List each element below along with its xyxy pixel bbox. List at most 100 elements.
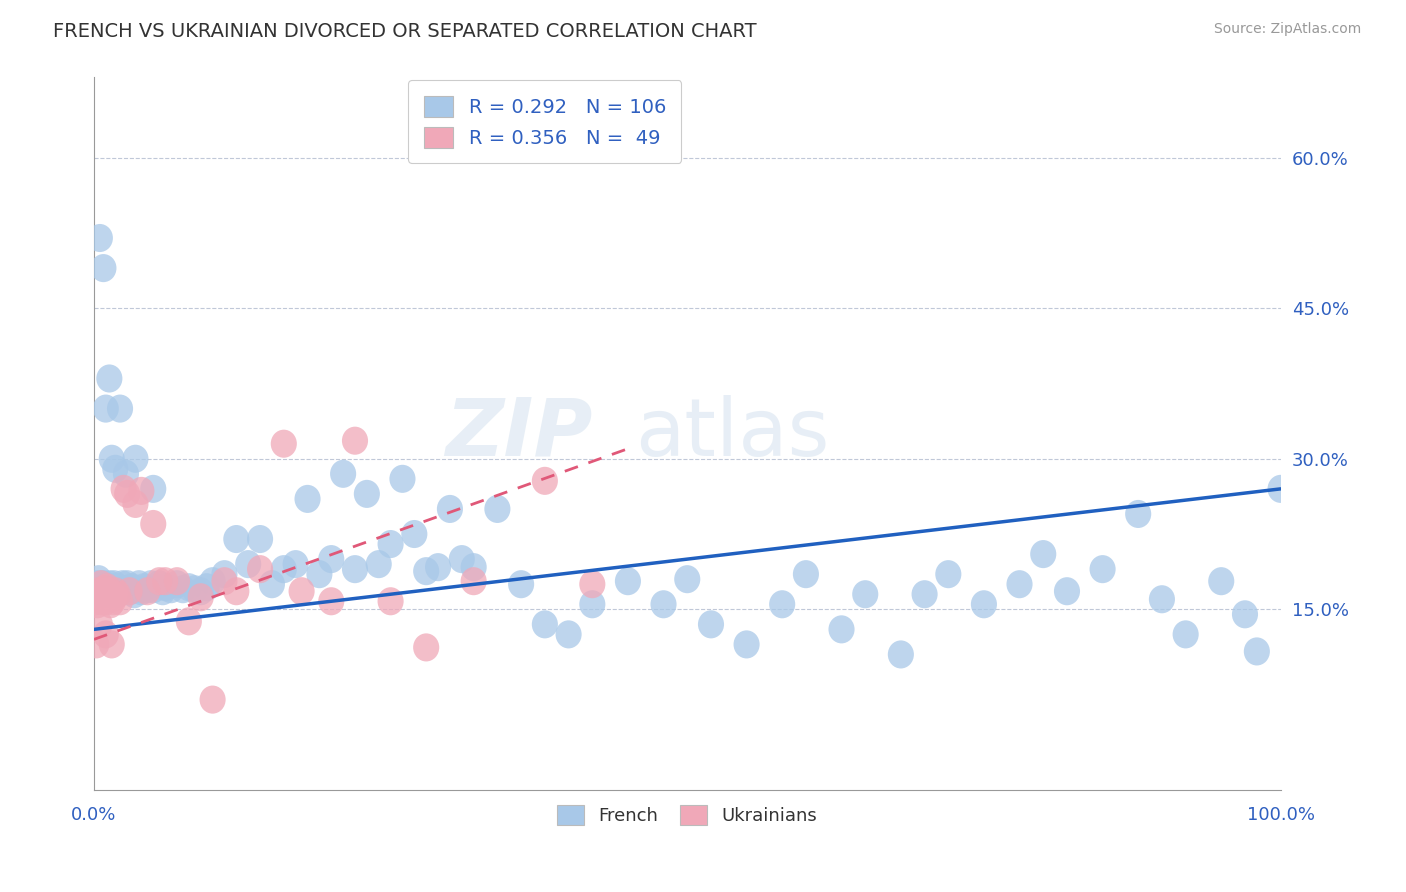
Ellipse shape <box>935 560 962 588</box>
Ellipse shape <box>1125 500 1152 528</box>
Ellipse shape <box>103 455 128 483</box>
Ellipse shape <box>437 495 463 523</box>
Ellipse shape <box>675 566 700 593</box>
Ellipse shape <box>124 575 149 603</box>
Ellipse shape <box>146 570 173 599</box>
Ellipse shape <box>90 254 117 282</box>
Ellipse shape <box>94 574 120 601</box>
Ellipse shape <box>247 555 273 583</box>
Ellipse shape <box>449 545 475 574</box>
Ellipse shape <box>120 574 145 601</box>
Ellipse shape <box>104 580 129 608</box>
Ellipse shape <box>104 574 131 601</box>
Ellipse shape <box>96 570 122 599</box>
Ellipse shape <box>1090 555 1115 583</box>
Ellipse shape <box>531 467 558 495</box>
Ellipse shape <box>1054 577 1080 606</box>
Ellipse shape <box>211 560 238 588</box>
Ellipse shape <box>135 577 160 606</box>
Ellipse shape <box>1007 570 1032 599</box>
Ellipse shape <box>87 585 112 614</box>
Ellipse shape <box>259 570 285 599</box>
Ellipse shape <box>87 224 112 252</box>
Ellipse shape <box>96 583 121 611</box>
Ellipse shape <box>89 570 114 599</box>
Ellipse shape <box>1232 600 1258 628</box>
Ellipse shape <box>141 510 166 538</box>
Ellipse shape <box>224 525 249 553</box>
Ellipse shape <box>401 520 427 548</box>
Ellipse shape <box>111 575 138 603</box>
Ellipse shape <box>100 587 127 615</box>
Ellipse shape <box>579 570 606 599</box>
Ellipse shape <box>127 570 152 599</box>
Ellipse shape <box>200 567 225 595</box>
Legend: French, Ukrainians: French, Ukrainians <box>548 797 827 834</box>
Ellipse shape <box>200 686 225 714</box>
Ellipse shape <box>1268 475 1294 503</box>
Ellipse shape <box>211 567 238 595</box>
Ellipse shape <box>107 394 134 423</box>
Ellipse shape <box>91 575 118 603</box>
Ellipse shape <box>97 591 124 618</box>
Ellipse shape <box>651 591 676 618</box>
Ellipse shape <box>378 530 404 558</box>
Ellipse shape <box>114 570 141 599</box>
Ellipse shape <box>93 587 120 615</box>
Ellipse shape <box>122 490 149 518</box>
Ellipse shape <box>1149 585 1175 614</box>
Ellipse shape <box>152 574 179 601</box>
Ellipse shape <box>89 570 114 599</box>
Ellipse shape <box>93 577 120 606</box>
Ellipse shape <box>86 577 111 606</box>
Ellipse shape <box>135 575 160 603</box>
Ellipse shape <box>90 580 117 608</box>
Ellipse shape <box>82 587 108 615</box>
Ellipse shape <box>117 577 142 606</box>
Ellipse shape <box>294 485 321 513</box>
Ellipse shape <box>96 577 121 606</box>
Ellipse shape <box>911 580 938 608</box>
Ellipse shape <box>149 577 176 606</box>
Ellipse shape <box>307 560 332 588</box>
Ellipse shape <box>318 587 344 615</box>
Ellipse shape <box>283 550 309 578</box>
Ellipse shape <box>146 567 173 595</box>
Ellipse shape <box>413 633 439 662</box>
Ellipse shape <box>366 550 392 578</box>
Ellipse shape <box>555 620 582 648</box>
Ellipse shape <box>354 480 380 508</box>
Ellipse shape <box>1244 638 1270 665</box>
Ellipse shape <box>531 610 558 639</box>
Ellipse shape <box>288 577 315 606</box>
Ellipse shape <box>484 495 510 523</box>
Ellipse shape <box>87 575 112 603</box>
Ellipse shape <box>96 577 122 606</box>
Ellipse shape <box>94 574 120 601</box>
Ellipse shape <box>111 475 136 503</box>
Ellipse shape <box>181 575 208 603</box>
Ellipse shape <box>734 631 759 658</box>
Ellipse shape <box>152 567 179 595</box>
Ellipse shape <box>378 587 404 615</box>
Ellipse shape <box>318 545 344 574</box>
Ellipse shape <box>157 575 184 603</box>
Ellipse shape <box>103 577 128 606</box>
Ellipse shape <box>101 570 127 599</box>
Ellipse shape <box>91 575 118 603</box>
Ellipse shape <box>614 567 641 595</box>
Ellipse shape <box>90 570 117 599</box>
Ellipse shape <box>579 591 606 618</box>
Ellipse shape <box>165 567 190 595</box>
Ellipse shape <box>887 640 914 668</box>
Ellipse shape <box>83 631 110 658</box>
Ellipse shape <box>972 591 997 618</box>
Ellipse shape <box>83 570 110 599</box>
Ellipse shape <box>389 465 416 493</box>
Ellipse shape <box>187 583 214 611</box>
Ellipse shape <box>131 574 157 601</box>
Ellipse shape <box>271 555 297 583</box>
Ellipse shape <box>104 580 131 608</box>
Ellipse shape <box>170 575 195 603</box>
Ellipse shape <box>117 577 142 606</box>
